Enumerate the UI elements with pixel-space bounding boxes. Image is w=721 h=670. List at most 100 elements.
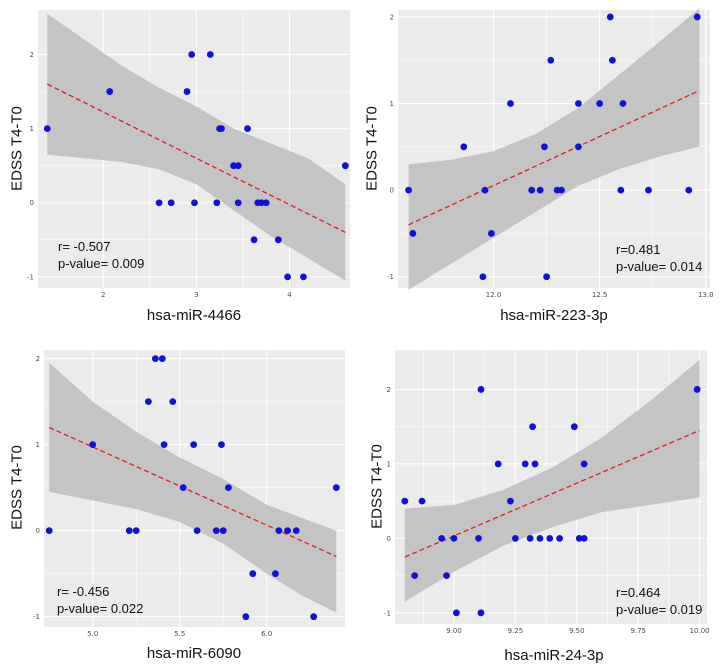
data-point bbox=[258, 199, 265, 207]
p-value: p-value= 0.019 bbox=[616, 602, 703, 617]
x-axis-label: hsa-miR-223-3p bbox=[500, 307, 608, 324]
x-tick-label: 5.5 bbox=[174, 630, 185, 638]
data-point bbox=[450, 534, 458, 542]
data-point bbox=[443, 572, 450, 580]
y-tick-label: -1 bbox=[27, 273, 34, 281]
data-point bbox=[262, 199, 270, 207]
data-point bbox=[487, 230, 495, 237]
y-tick-label: -1 bbox=[33, 613, 40, 621]
data-point bbox=[543, 273, 550, 281]
data-point bbox=[693, 386, 701, 393]
x-tick-label: 12.0 bbox=[486, 291, 502, 299]
confidence-band bbox=[408, 8, 700, 290]
data-point bbox=[411, 572, 419, 580]
data-point bbox=[89, 441, 97, 449]
y-tick-label: -1 bbox=[387, 273, 394, 281]
data-point bbox=[541, 143, 548, 151]
data-point bbox=[521, 460, 529, 468]
x-tick-label: 5.0 bbox=[87, 630, 98, 638]
scatter-panel-mir-24-3p: -1 0 1 2 9.00 9.25 9.50 9.75 10.00 EDSS T4-T0 hs… bbox=[360, 345, 721, 670]
data-point bbox=[546, 534, 554, 542]
data-point bbox=[528, 186, 536, 194]
data-point bbox=[645, 186, 652, 194]
x-tick-label: 10.00 bbox=[690, 627, 710, 635]
data-point bbox=[191, 199, 198, 207]
data-point bbox=[570, 423, 578, 431]
regression-line bbox=[404, 429, 700, 558]
data-point bbox=[167, 199, 175, 207]
data-point bbox=[479, 273, 487, 281]
x-tick-label: 9.00 bbox=[446, 627, 462, 635]
data-point bbox=[144, 398, 152, 406]
data-point bbox=[556, 534, 563, 542]
data-point bbox=[190, 441, 198, 449]
r-value: r= -0.507 bbox=[58, 239, 111, 254]
x-axis-label: hsa-miR-4466 bbox=[146, 307, 242, 324]
data-point bbox=[405, 186, 413, 194]
data-point bbox=[160, 441, 168, 449]
y-tick-label: 0 bbox=[30, 199, 34, 207]
correlation-annotation: r=0.481 p-value= 0.014 bbox=[616, 241, 702, 275]
data-point bbox=[619, 100, 627, 107]
data-point bbox=[606, 13, 614, 21]
data-point bbox=[206, 51, 214, 58]
p-value: p-value= 0.014 bbox=[616, 259, 703, 274]
data-point bbox=[274, 236, 282, 244]
data-point bbox=[481, 186, 489, 194]
data-point bbox=[575, 100, 582, 107]
data-point bbox=[275, 527, 283, 535]
data-point bbox=[132, 527, 140, 535]
x-tick-label: 13.0 bbox=[698, 291, 714, 299]
y-axis-label: EDSS T4-T0 bbox=[8, 445, 26, 530]
scatter-plot-mir-4466: -1 0 1 2 2 3 4 bbox=[27, 10, 350, 299]
y-tick-label: 0 bbox=[390, 187, 394, 195]
data-point bbox=[477, 609, 485, 617]
correlation-annotation: r= -0.507 p-value= 0.009 bbox=[58, 238, 144, 272]
confidence-band bbox=[49, 362, 337, 613]
data-point bbox=[234, 199, 242, 207]
x-axis-label: hsa-miR-6090 bbox=[146, 645, 242, 662]
y-axis-label: EDSS T4-T0 bbox=[368, 444, 386, 529]
y-tick-label: 1 bbox=[387, 460, 391, 468]
data-point bbox=[213, 199, 221, 207]
data-point bbox=[453, 609, 460, 617]
data-point bbox=[212, 527, 220, 535]
data-point bbox=[580, 534, 588, 542]
data-point bbox=[218, 125, 225, 133]
y-tick-label: 1 bbox=[36, 441, 40, 449]
data-point bbox=[272, 570, 279, 578]
data-point bbox=[244, 125, 251, 133]
r-value: r=0.464 bbox=[616, 585, 661, 600]
data-point bbox=[558, 186, 565, 194]
data-point bbox=[242, 613, 250, 621]
data-point bbox=[401, 497, 409, 505]
data-point bbox=[575, 143, 582, 151]
data-point bbox=[219, 527, 227, 535]
p-value: p-value= 0.022 bbox=[57, 601, 144, 616]
r-value: r= -0.456 bbox=[57, 584, 110, 599]
correlation-annotation: r=0.464 p-value= 0.019 bbox=[616, 584, 702, 618]
x-tick-label: 6.0 bbox=[261, 630, 272, 638]
data-point bbox=[494, 460, 502, 468]
y-tick-label: 2 bbox=[36, 355, 40, 363]
data-point bbox=[617, 186, 625, 194]
x-tick-label: 9.75 bbox=[630, 627, 646, 635]
data-point bbox=[547, 56, 555, 64]
x-tick-label: 4 bbox=[287, 291, 292, 299]
data-point bbox=[45, 527, 53, 535]
data-point bbox=[218, 441, 225, 449]
data-point bbox=[125, 527, 133, 535]
x-tick-label: 3 bbox=[194, 291, 198, 299]
y-tick-label: 1 bbox=[30, 125, 34, 133]
regression-line bbox=[408, 89, 700, 226]
data-point bbox=[529, 423, 536, 431]
scatter-panel-mir-6090: -1 0 1 2 5.0 5.5 6.0 EDSS T4-T0 hsa-miR-6090 r… bbox=[0, 345, 360, 670]
data-point bbox=[151, 355, 159, 363]
data-point bbox=[300, 273, 307, 281]
x-tick-label: 2 bbox=[101, 291, 105, 299]
data-point bbox=[158, 355, 166, 363]
y-tick-label: 0 bbox=[387, 535, 391, 543]
scatter-plot-mir-6090: -1 0 1 2 5.0 5.5 6.0 bbox=[33, 350, 345, 638]
y-tick-label: 1 bbox=[390, 100, 394, 108]
y-tick-label: 2 bbox=[387, 386, 391, 394]
